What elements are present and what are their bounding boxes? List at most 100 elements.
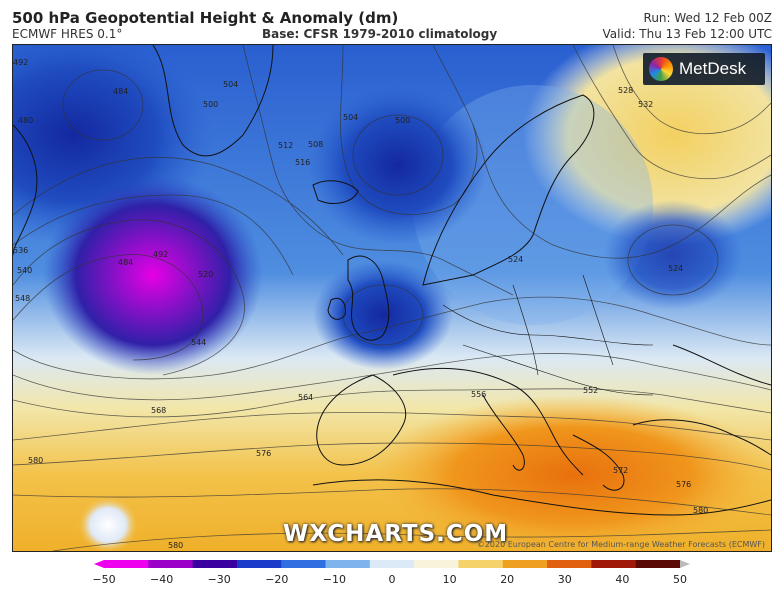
model-label: ECMWF HRES 0.1° (12, 27, 123, 41)
colorbar-segment (547, 560, 592, 568)
contour-line (342, 284, 424, 346)
contour-label: 572 (613, 466, 628, 475)
colorbar-segment (414, 560, 459, 568)
colorbar-tick-label: 50 (673, 573, 687, 586)
colorbar-tick-label: 10 (443, 573, 457, 586)
contour-line (62, 69, 144, 141)
coastline-europe-south (392, 367, 584, 476)
colorbar-max-arrow (680, 560, 690, 568)
coastlines (13, 45, 771, 516)
contour-label: 512 (278, 141, 293, 150)
coastline-greenland (152, 45, 274, 157)
contour-line (13, 194, 294, 276)
colorbar-segment (236, 560, 282, 568)
contour-line (13, 296, 771, 380)
colorbar-min-arrow (94, 560, 104, 568)
anomaly-low-britain (313, 260, 453, 370)
coastline-canada (13, 124, 38, 256)
contour-label: 568 (151, 406, 166, 415)
contour-line (52, 529, 771, 551)
contour-label: 524 (508, 255, 523, 264)
colorbar-canvas: −50 −40 −30 −20 −10 0 10 20 30 40 50 (92, 560, 690, 586)
colorbar-tick-label: −40 (150, 573, 173, 586)
metdesk-logo: MetDesk (643, 53, 765, 85)
colorbar-segment (325, 560, 371, 568)
contour-line (242, 45, 514, 296)
contour-line (572, 45, 771, 180)
colorbar-segment (192, 560, 238, 568)
weather-map[interactable]: 492 484 480 500 504 508 500 512 516 504 … (12, 44, 772, 552)
contour-label: 524 (668, 264, 683, 273)
contour-label: 508 (308, 140, 323, 149)
contour-line (13, 156, 344, 256)
colorbar-ticks: −50 −40 −30 −20 −10 0 10 20 30 40 50 (92, 573, 687, 586)
colorbar-tick-label: −30 (208, 573, 231, 586)
coastline-italy (482, 394, 525, 471)
base-climatology-label: Base: CFSR 1979-2010 climatology (262, 27, 498, 41)
colorbar-segment (369, 560, 415, 568)
map-canvas: 492 484 480 500 504 508 500 512 516 504 … (13, 45, 771, 551)
colorbar-tick-label: 40 (615, 573, 629, 586)
colorbar-segment (281, 560, 327, 568)
coastline-ireland (327, 298, 346, 320)
contour-line (13, 254, 204, 361)
contour-label: 556 (471, 390, 486, 399)
contour-label: 500 (203, 100, 218, 109)
contour-label: 580 (168, 541, 183, 550)
contour-line (13, 442, 771, 471)
contour-label: 564 (298, 393, 313, 402)
contour-label: 580 (28, 456, 43, 465)
coastline-turkey (632, 419, 771, 456)
border-line (582, 274, 614, 366)
colorbar-tick-label: −10 (323, 573, 346, 586)
contour-label: 536 (13, 246, 28, 255)
coastline-black-sea (672, 344, 771, 386)
chart-title: 500 hPa Geopotential Height & Anomaly (d… (12, 9, 399, 27)
contour-label: 480 (18, 116, 33, 125)
contour-line (13, 388, 771, 418)
contour-line (432, 45, 771, 259)
valid-time-label: Valid: Thu 13 Feb 12:00 UTC (602, 27, 772, 41)
coastline-greece (572, 434, 625, 491)
metdesk-logo-icon (649, 57, 673, 81)
contour-label: 484 (113, 87, 128, 96)
contour-label: 504 (223, 80, 238, 89)
border-line (442, 304, 654, 346)
coastline-scandinavia (422, 94, 595, 286)
contour-label: 504 (343, 113, 358, 122)
wxcharts-watermark: WXCHARTS.COM (283, 521, 509, 547)
height-contours (13, 45, 771, 551)
metdesk-logo-text: MetDesk (679, 59, 747, 78)
contour-label: 492 (13, 58, 28, 67)
contour-label: 500 (395, 116, 410, 125)
colorbar-segment (635, 560, 681, 568)
contour-label: 532 (638, 100, 653, 109)
anomaly-neutral-spot (78, 497, 138, 551)
anomaly-low-russia (603, 200, 743, 310)
colorbar-segment (591, 560, 637, 568)
contour-line (352, 114, 444, 196)
contour-label: 544 (191, 338, 206, 347)
contour-line (13, 219, 245, 376)
colorbar-tick-label: −50 (92, 573, 115, 586)
colorbar-tick-label: 20 (500, 573, 514, 586)
contour-label: 552 (583, 386, 598, 395)
anomaly-low-norwegian-sea (308, 85, 488, 245)
colorbar-tick-label: −20 (265, 573, 288, 586)
anomaly-colorbar: −50 −40 −30 −20 −10 0 10 20 30 40 50 (92, 557, 692, 597)
coastline-north-africa (312, 479, 771, 516)
contour-label: 576 (256, 449, 271, 458)
colorbar-segment (502, 560, 548, 568)
border-line (462, 344, 654, 396)
contour-label: 548 (15, 294, 30, 303)
contour-line (340, 45, 478, 215)
contour-line (627, 224, 719, 296)
colorbar-segment (104, 560, 149, 568)
border-line (512, 284, 539, 376)
run-time-label: Run: Wed 12 Feb 00Z (643, 11, 772, 25)
contour-line (13, 412, 771, 441)
coastline-great-britain (347, 255, 390, 341)
colorbar-segments (94, 560, 690, 568)
colorbar-segment (458, 560, 504, 568)
anomaly-positive-northeast (523, 45, 771, 245)
